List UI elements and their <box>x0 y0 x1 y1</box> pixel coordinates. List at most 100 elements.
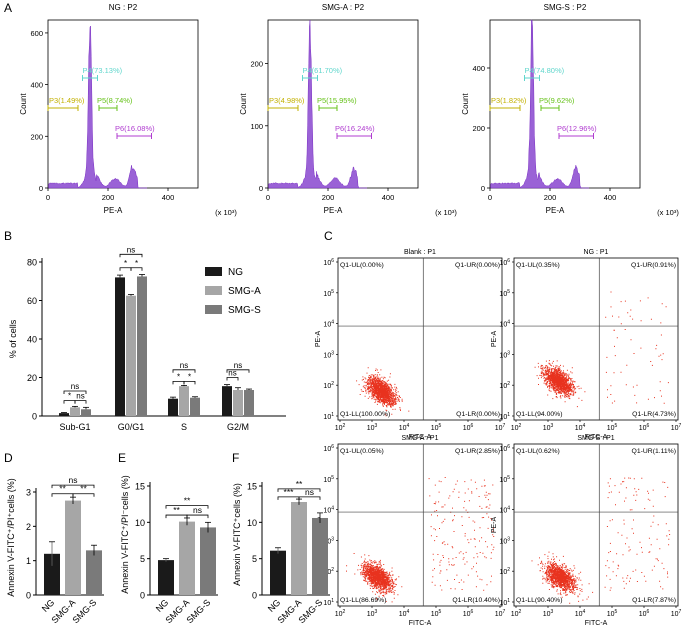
gate-p6-label: P6(12.96%) <box>557 124 597 133</box>
x-tick-label: 104 <box>399 423 410 432</box>
y-tick-label: 102 <box>323 567 334 576</box>
y-axis-label: Annexin V-FITC⁺/PI⁻cells (%) <box>120 475 130 594</box>
significance-bracket <box>51 484 95 489</box>
x-axis-label: FITC-A <box>409 620 432 627</box>
y-tick-exponent: 2 <box>331 567 334 573</box>
y-tick-exponent: 5 <box>331 289 334 295</box>
scatter-panel-4: SMG-S : P1 Q1-UL(0.62%) Q1-UR(1.11%) Q1-LL(… <box>491 435 682 627</box>
y-tick-label: 0 <box>26 591 31 601</box>
scatter-title: Blank : P1 <box>404 249 436 256</box>
y-tick-exponent: 5 <box>331 475 334 481</box>
significance-label: ns <box>305 487 314 497</box>
quadrant-ll-label: Q1-LL(86.69%) <box>340 597 386 604</box>
x-axis-label: PE-A <box>104 206 123 215</box>
panel-letter-c: C <box>324 229 333 243</box>
significance-bracket <box>277 496 300 500</box>
x-tick-exponent: 3 <box>375 423 378 429</box>
bar-ng <box>115 277 125 416</box>
x-tick-exponent: 3 <box>551 609 554 615</box>
x-tick-label: 102 <box>335 609 346 618</box>
y-tick-exponent: 1 <box>331 598 334 604</box>
bar-smg-a <box>179 386 189 416</box>
y-tick-label: 0 <box>32 412 37 422</box>
x-tick-exponent: 7 <box>679 609 682 615</box>
significance-bracket <box>172 369 196 373</box>
y-tick-label: 0 <box>140 591 145 601</box>
x-tick-label: 107 <box>495 609 506 618</box>
panel-letter-e: E <box>118 451 126 465</box>
bar-ng <box>44 553 60 595</box>
gate-p5-label: P5(15.95%) <box>317 96 357 105</box>
significance-bracket <box>130 267 143 271</box>
y-tick-label: 400 <box>472 64 485 73</box>
quadrant-ul-label: Q1-UL(0.62%) <box>516 448 560 455</box>
legend-swatch-ng <box>205 267 222 276</box>
panel-letter-f: F <box>232 451 239 465</box>
y-tick-exponent: 2 <box>507 381 510 387</box>
y-tick-label: 600 <box>30 29 43 38</box>
y-tick-label: 20 <box>27 373 37 383</box>
significance-bracket <box>165 505 209 509</box>
histogram-title: NG : P2 <box>109 3 138 12</box>
y-tick-label: 104 <box>499 506 510 515</box>
x-tick-label: 106 <box>639 609 650 618</box>
y-tick-label: 104 <box>323 506 334 515</box>
y-tick-label: 3 <box>26 488 31 498</box>
x-tick-exponent: 3 <box>375 609 378 615</box>
y-tick-label: 101 <box>323 412 334 421</box>
bar-smg-s <box>200 527 216 595</box>
significance-label: ns <box>193 505 202 515</box>
x-tick-label: NG <box>40 597 57 614</box>
plot-frame <box>513 257 679 421</box>
y-tick-label: 106 <box>323 444 334 453</box>
significance-bracket <box>119 267 132 271</box>
significance-label: ns <box>76 392 84 401</box>
significance-label: * <box>124 259 127 268</box>
histogram-a1: NG : P2 0 200 400 0 200 400 600 PE-A (x 10³) Count… <box>19 3 237 217</box>
x-tick-exponent: 5 <box>615 609 618 615</box>
gate-p4-label: P4(73.13%) <box>83 66 123 75</box>
y-axis-label: % of cells <box>8 319 18 358</box>
x-tick-label: 105 <box>431 609 442 618</box>
significance-label: *** <box>284 487 295 497</box>
x-tick-exponent: 6 <box>471 423 474 429</box>
y-tick-label: 101 <box>323 598 334 607</box>
x-tick-label: 106 <box>463 423 474 432</box>
y-axis-label: PE-A <box>315 331 322 348</box>
y-tick-label: 200 <box>472 124 485 133</box>
y-tick-label: 103 <box>499 350 510 359</box>
y-tick-label: 10 <box>247 518 257 528</box>
legend-label-ng: NG <box>228 267 243 278</box>
x-tick-exponent: 2 <box>343 609 346 615</box>
histogram-a3: SMG-S : P2 0 200 400 0 200 400 PE-A (x 10³) Count… <box>461 3 679 217</box>
legend-label-smg-a: SMG-A <box>228 286 261 297</box>
significance-bracket <box>74 400 87 404</box>
x-tick-label: 0 <box>488 193 492 202</box>
quadrant-ur-label: Q1-UR(2.85%) <box>455 448 500 455</box>
histogram-panels: NG : P2 0 200 400 0 200 400 600 PE-A (x 10³) Count… <box>19 3 679 217</box>
y-tick-label: 102 <box>499 381 510 390</box>
significance-label: ns <box>228 369 236 378</box>
y-tick-label: 400 <box>30 81 43 90</box>
legend-swatch-smg-s <box>205 305 222 314</box>
significance-bracket <box>63 390 87 394</box>
plot-frame <box>337 257 503 421</box>
bar-ng <box>270 550 286 595</box>
y-tick-exponent: 2 <box>331 381 334 387</box>
significance-label: ** <box>80 484 87 494</box>
x-tick-label: 102 <box>511 423 522 432</box>
quadrant-ul-label: Q1-UL(0.00%) <box>340 262 384 269</box>
x-tick-exponent: 2 <box>519 423 522 429</box>
y-tick-exponent: 6 <box>507 444 510 450</box>
scatter-title: SMG-S : P1 <box>577 435 614 442</box>
x-tick-label: 102 <box>335 423 346 432</box>
x-tick-label: G0/G1 <box>118 422 145 432</box>
x-tick-label: SMG-S <box>296 597 324 625</box>
x-tick-label: 200 <box>322 193 335 202</box>
y-tick-label: 0 <box>481 184 485 193</box>
y-tick-label: 15 <box>135 482 145 492</box>
significance-bracket <box>51 493 74 497</box>
x-tick-label: 400 <box>162 193 175 202</box>
